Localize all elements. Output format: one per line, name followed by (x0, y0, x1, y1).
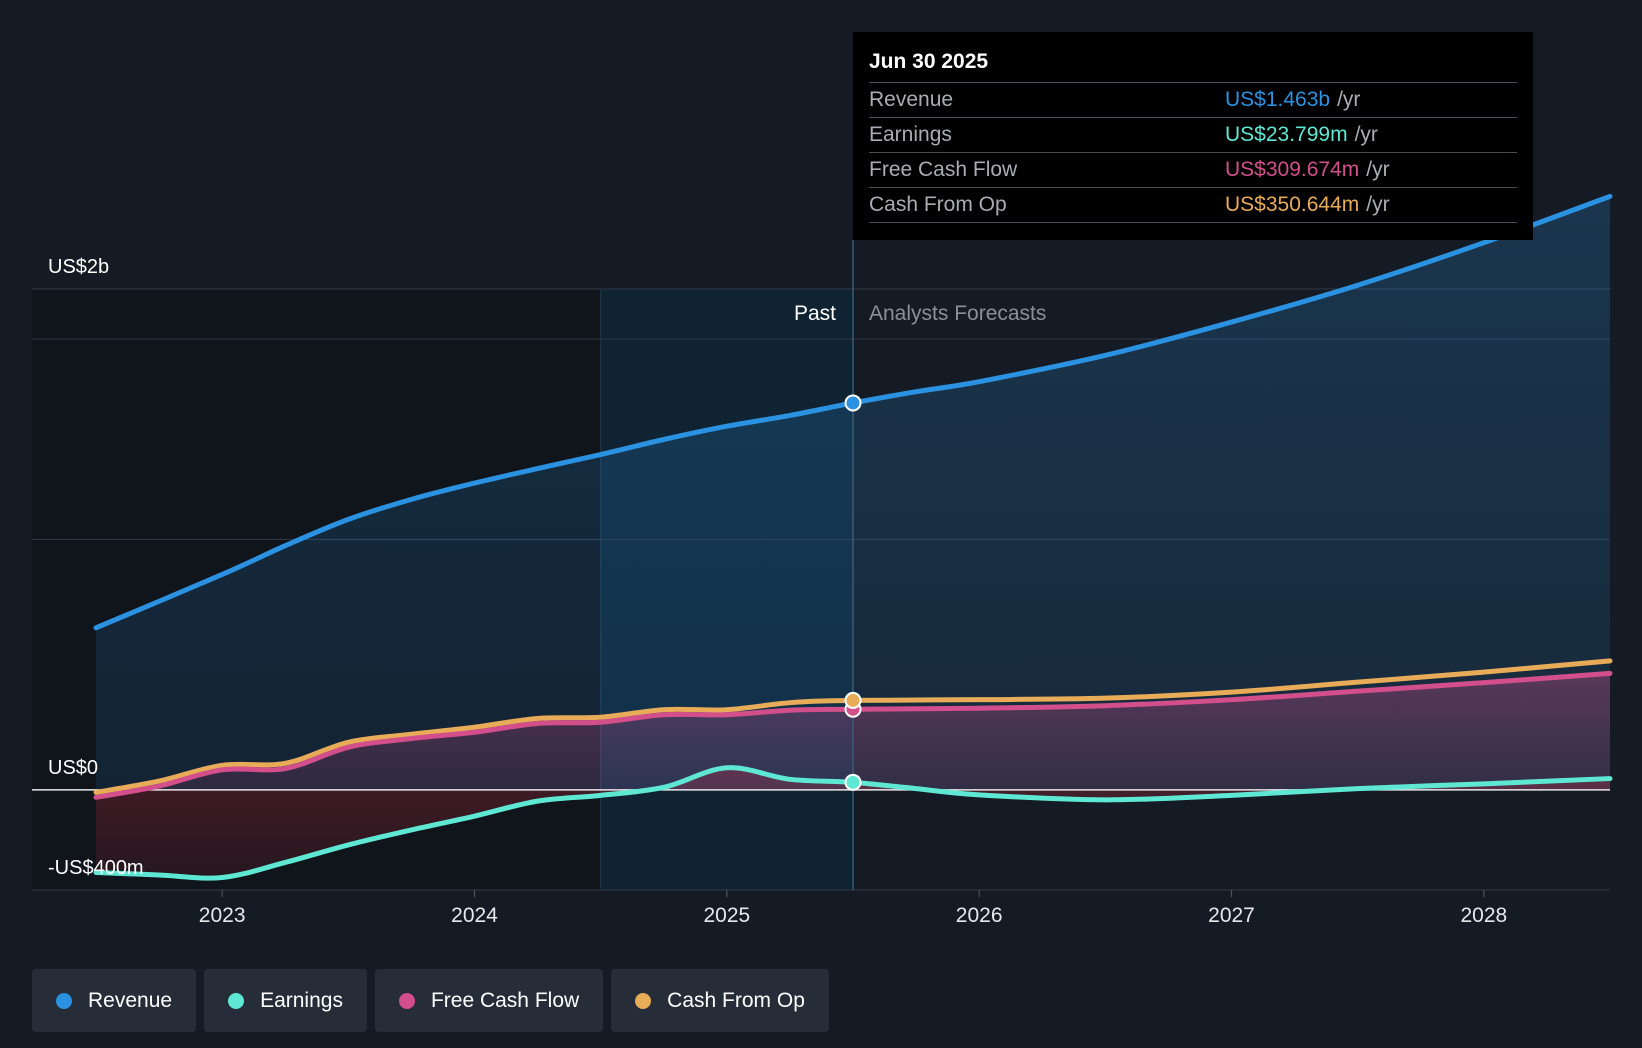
earnings-marker (844, 773, 862, 791)
y-axis-label: US$0 (48, 757, 98, 779)
past-label: Past (794, 302, 836, 325)
y-axis-label: US$2b (48, 256, 109, 278)
x-axis-tick-label: 2024 (451, 904, 498, 927)
revenue-marker (844, 394, 862, 412)
legend-item-cash-from-op[interactable]: Cash From Op (611, 969, 829, 1032)
tooltip-unit: /yr (1354, 123, 1378, 146)
x-axis-tick-label: 2023 (199, 904, 246, 927)
tooltip-row-cash-from-op: Cash From Op US$350.644m /yr (869, 188, 1517, 223)
legend-dot-icon (398, 992, 415, 1009)
chart-canvas: US$2b US$0 -US$400m 2023 2024 2025 2026 2027 20… (32, 193, 1613, 927)
cash-from-op-marker (844, 691, 862, 709)
legend-item-free-cash-flow[interactable]: Free Cash Flow (374, 969, 604, 1032)
legend-label: Free Cash Flow (430, 988, 580, 1012)
tooltip-label: Revenue (869, 88, 954, 111)
x-axis-tick-label: 2028 (1460, 904, 1507, 927)
tooltip-value: US$309.674m (1225, 158, 1360, 181)
earnings-line (93, 765, 1613, 881)
legend-dot-icon (56, 992, 72, 1009)
legend: Revenue Earnings Free Cash Flow Cash Fro… (32, 969, 829, 1032)
tooltip-label: Earnings (869, 123, 952, 146)
x-axis-tick-label: 2025 (703, 904, 750, 927)
tooltip-value: US$1.463b (1225, 88, 1331, 111)
legend-label: Earnings (260, 988, 343, 1012)
x-axis-tick-label: 2026 (956, 904, 1003, 927)
legend-item-earnings[interactable]: Earnings (204, 969, 367, 1032)
tooltip-unit: /yr (1366, 158, 1390, 181)
free-cash-flow-line (93, 670, 1613, 800)
forecast-label: Analysts Forecasts (869, 302, 1046, 325)
cash-from-op-line (93, 658, 1613, 795)
tooltip: Jun 30 2025 Revenue US$1.463b /yr Earnin… (853, 32, 1533, 240)
y-axis-label: -US$400m (48, 857, 144, 879)
legend-dot-icon (228, 992, 245, 1009)
legend-dot-icon (635, 992, 652, 1009)
tooltip-unit: /yr (1337, 88, 1361, 111)
legend-label: Revenue (88, 988, 173, 1012)
tooltip-row-earnings: Earnings US$23.799m /yr (869, 118, 1517, 153)
legend-item-revenue[interactable]: Revenue (32, 969, 197, 1032)
revenue-line (93, 193, 1613, 631)
tooltip-unit: /yr (1366, 193, 1390, 216)
tooltip-label: Cash From Op (869, 193, 1007, 216)
legend-label: Cash From Op (667, 988, 805, 1012)
tooltip-label: Free Cash Flow (869, 158, 1018, 181)
tooltip-row-free-cash-flow: Free Cash Flow US$309.674m /yr (869, 153, 1517, 188)
tooltip-row-revenue: Revenue US$1.463b /yr (869, 83, 1517, 118)
tooltip-date: Jun 30 2025 (869, 46, 1517, 83)
x-axis-tick-label: 2027 (1208, 904, 1255, 927)
tooltip-value: US$23.799m (1225, 123, 1348, 146)
tooltip-value: US$350.644m (1225, 193, 1360, 216)
